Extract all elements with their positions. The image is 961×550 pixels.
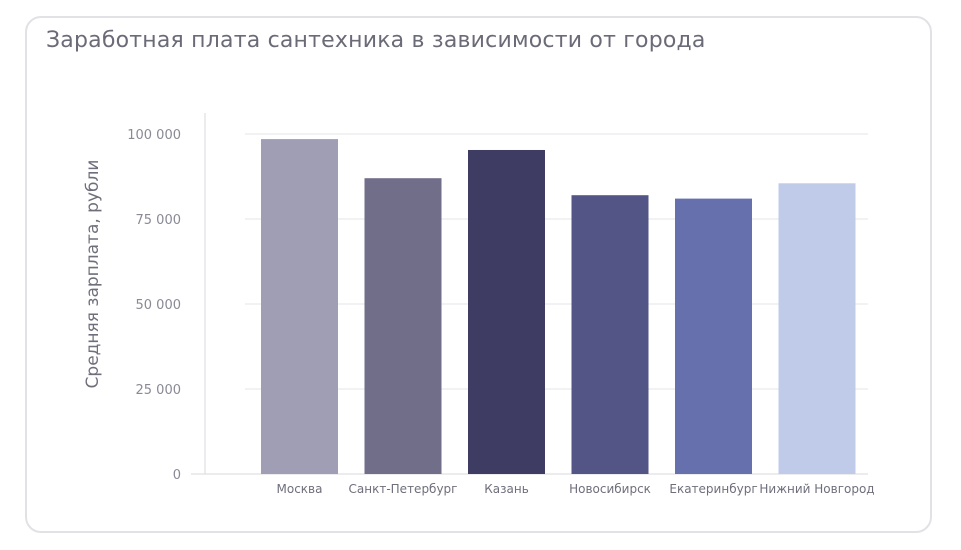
category-label: Казань: [484, 482, 529, 496]
y-tick-labels: 0 25 000 50 000 75 000 100 000: [127, 128, 181, 483]
chart-title: Заработная плата сантехника в зависимост…: [46, 28, 706, 53]
y-tick-label: 50 000: [136, 298, 182, 313]
gridlines: [245, 133, 868, 390]
category-label: Москва: [277, 482, 323, 496]
category-label: Санкт-Петербург: [349, 482, 458, 496]
bar: [261, 139, 338, 474]
y-tick-label: 0: [173, 468, 181, 483]
y-tick-label: 75 000: [136, 213, 182, 228]
y-axis-title: Средняя зарплата, рубли: [83, 160, 103, 389]
category-label: Новосибирск: [569, 482, 651, 496]
bar: [571, 195, 649, 474]
bar: [364, 178, 442, 474]
category-label: Нижний Новгород: [759, 482, 874, 496]
bar: [468, 149, 545, 475]
bar: [675, 198, 752, 474]
y-tick-label: 100 000: [127, 128, 181, 143]
category-labels: Москва Санкт-Петербург Казань Новосибирск Ек…: [277, 482, 875, 496]
bar: [778, 183, 856, 475]
category-label: Екатеринбург: [669, 482, 757, 496]
y-tick-label: 25 000: [136, 383, 182, 398]
bars: [261, 139, 856, 475]
